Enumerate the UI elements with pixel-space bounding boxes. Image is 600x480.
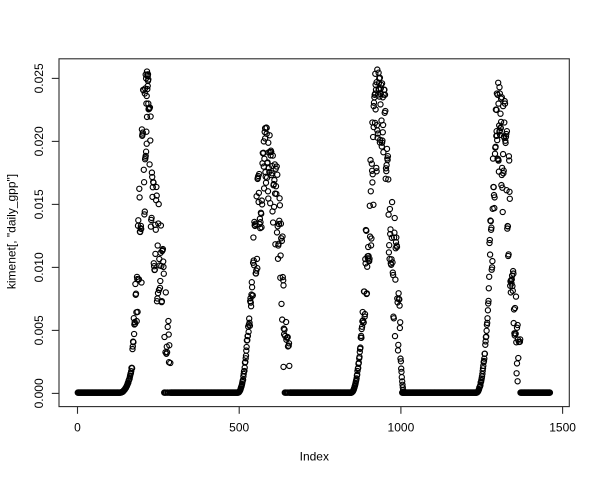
svg-text:0.020: 0.020 — [32, 126, 46, 156]
svg-text:0.025: 0.025 — [32, 63, 46, 93]
svg-text:0: 0 — [74, 421, 81, 435]
svg-text:0.005: 0.005 — [32, 315, 46, 345]
svg-text:0.010: 0.010 — [32, 252, 46, 282]
svg-text:kimenet[, "daily_gpp"]: kimenet[, "daily_gpp"] — [5, 174, 19, 289]
svg-text:1000: 1000 — [388, 421, 415, 435]
svg-text:Index: Index — [300, 450, 329, 464]
svg-text:500: 500 — [229, 421, 249, 435]
svg-text:0.000: 0.000 — [32, 378, 46, 408]
svg-text:1500: 1500 — [549, 421, 576, 435]
svg-text:0.015: 0.015 — [32, 189, 46, 219]
